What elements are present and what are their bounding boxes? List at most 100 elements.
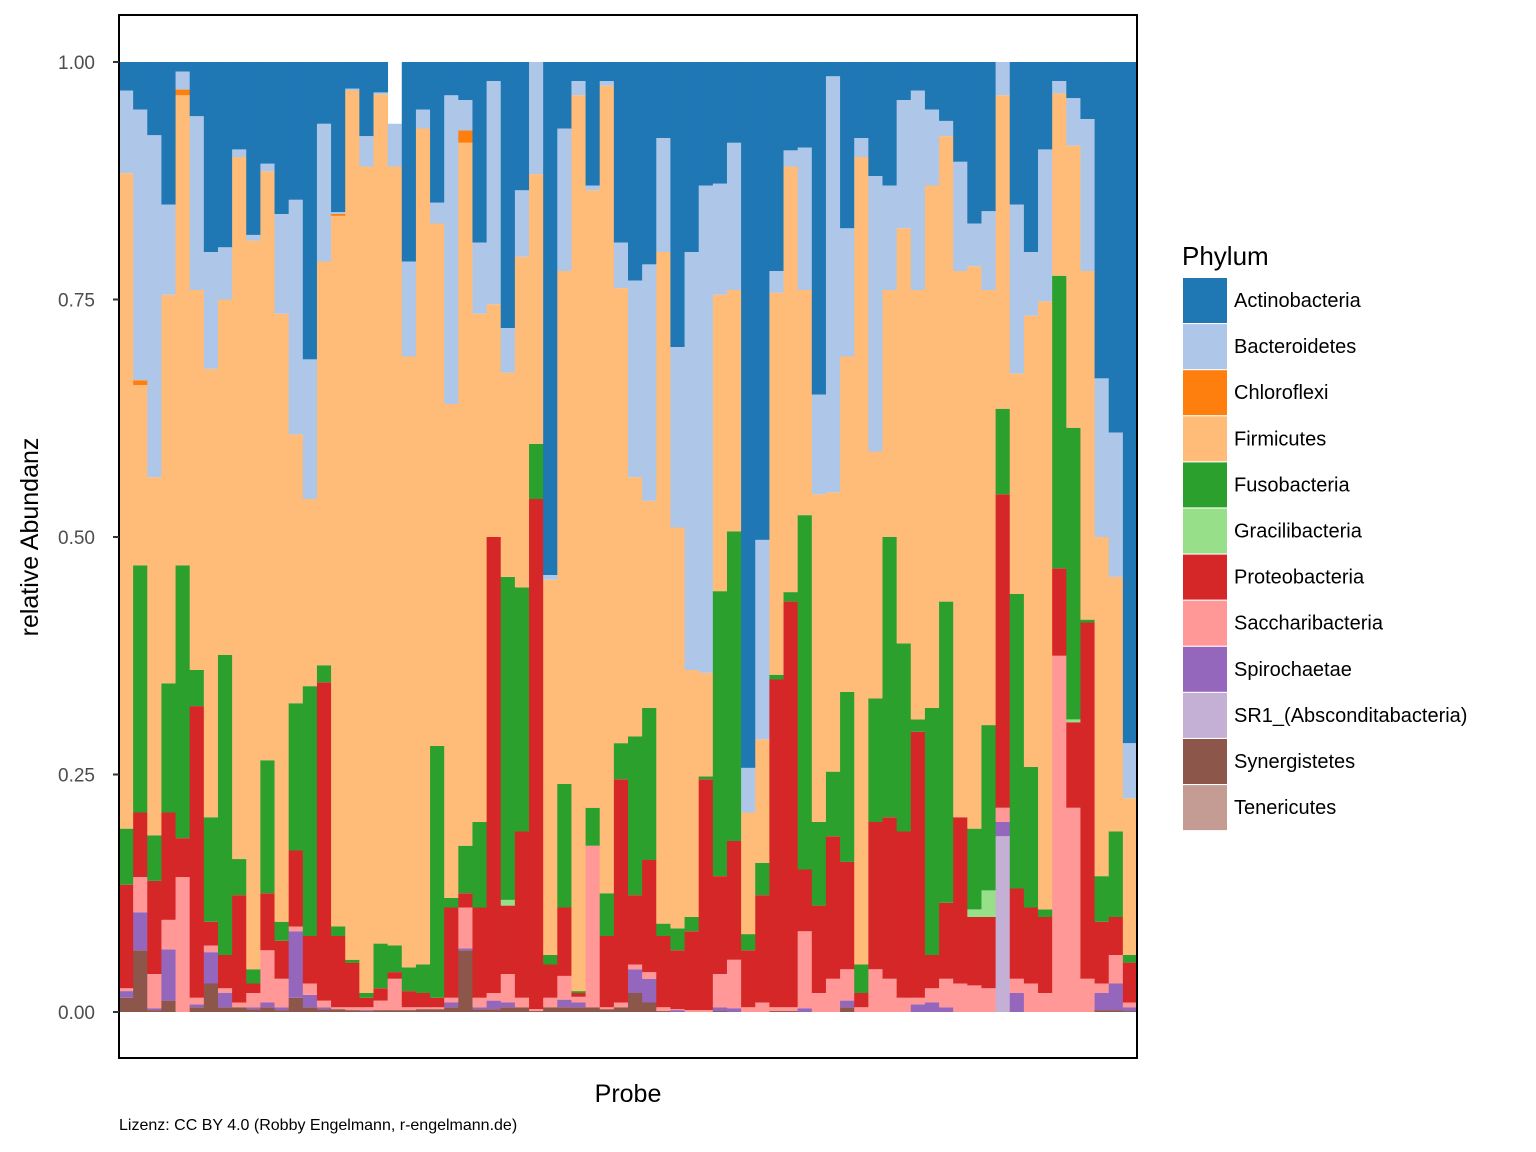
bar-segment-bacteroidetes bbox=[387, 123, 403, 167]
bar-segment-gracilibacteria bbox=[500, 899, 516, 906]
bar-segment-actinobacteria bbox=[1023, 62, 1039, 252]
bar-segment-fusobacteria bbox=[1066, 427, 1081, 720]
bar-segment-proteobacteria bbox=[924, 955, 940, 989]
bar-segment-bacteroidetes bbox=[119, 90, 134, 174]
bar-segment-bacteroidetes bbox=[133, 109, 148, 381]
bar-segment-proteobacteria bbox=[415, 993, 431, 1008]
bar-segment-actinobacteria bbox=[1038, 62, 1053, 150]
bar-segment-synergistetes bbox=[783, 1011, 799, 1012]
bar-segment-fusobacteria bbox=[684, 917, 700, 932]
bar-segment-bacteroidetes bbox=[910, 90, 926, 290]
bar-segment-actinobacteria bbox=[302, 62, 318, 360]
bar-segment-proteobacteria bbox=[387, 972, 403, 979]
bar-segment-saccharibacteria bbox=[642, 972, 657, 979]
bar-segment-bacteroidetes bbox=[599, 81, 615, 86]
bar-segment-chloroflexi bbox=[133, 380, 148, 385]
bar-segment-actinobacteria bbox=[401, 62, 417, 262]
bar-segment-saccharibacteria bbox=[613, 1002, 629, 1008]
legend-key-bacteroidetes bbox=[1183, 324, 1227, 370]
bar-segment-spirochaetae bbox=[670, 1010, 685, 1012]
bar-segment-saccharibacteria bbox=[1023, 983, 1039, 1012]
bar-segment-proteobacteria bbox=[769, 679, 784, 1008]
bar-segment-bacteroidetes bbox=[642, 264, 657, 501]
bar-segment-bacteroidetes bbox=[981, 211, 997, 290]
bar-segment-fusobacteria bbox=[797, 515, 813, 870]
bar-segment-bacteroidetes bbox=[1108, 432, 1124, 577]
bar-segment-bacteroidetes bbox=[585, 185, 601, 191]
bar-segment-saccharibacteria bbox=[755, 1002, 770, 1012]
bar-segment-fusobacteria bbox=[415, 964, 431, 993]
bar-segment-spirochaetae bbox=[924, 1002, 940, 1012]
bar-segment-proteobacteria bbox=[274, 940, 290, 979]
bar-segment-saccharibacteria bbox=[670, 1009, 685, 1011]
bar-segment-spirochaetae bbox=[486, 1000, 502, 1010]
bar-segment-fusobacteria bbox=[811, 822, 827, 906]
bar-segment-saccharibacteria bbox=[684, 1010, 700, 1012]
bar-segment-saccharibacteria bbox=[415, 1007, 431, 1010]
bar-segment-actinobacteria bbox=[246, 62, 261, 235]
bar-segment-saccharibacteria bbox=[1108, 955, 1124, 984]
bar-segment-saccharibacteria bbox=[1009, 978, 1025, 993]
bar-segment-fusobacteria bbox=[1122, 955, 1138, 963]
bar-segment-synergistetes bbox=[599, 1009, 615, 1012]
bar-segment-firmicutes bbox=[981, 290, 997, 726]
bar-segment-actinobacteria bbox=[232, 62, 247, 150]
bar-segment-firmicutes bbox=[684, 670, 700, 917]
bar-segment-firmicutes bbox=[726, 290, 742, 532]
bar-segment-firmicutes bbox=[514, 256, 530, 588]
legend-key-saccharibacteria bbox=[1183, 600, 1227, 646]
bar-segment-fusobacteria bbox=[401, 967, 417, 992]
bar-segment-actinobacteria bbox=[953, 62, 968, 162]
bar-segment-saccharibacteria bbox=[430, 1007, 445, 1010]
bar-segment-bacteroidetes bbox=[401, 261, 417, 357]
bar-segment-actinobacteria bbox=[981, 62, 997, 212]
bar-segment-fusobacteria bbox=[769, 674, 784, 680]
bar-segment-spirochaetae bbox=[302, 994, 318, 1008]
bar-segment-synergistetes bbox=[147, 1010, 162, 1012]
bar-segment-bacteroidetes bbox=[726, 142, 742, 290]
bar-segment-proteobacteria bbox=[430, 997, 445, 1008]
bar-segment-saccharibacteria bbox=[316, 1000, 332, 1008]
bar-segment-proteobacteria bbox=[316, 682, 332, 1001]
bar-segment-fusobacteria bbox=[741, 934, 756, 951]
bar-segment-bacteroidetes bbox=[613, 242, 629, 289]
bar-segment-saccharibacteria bbox=[401, 1007, 417, 1011]
bar-segment-firmicutes bbox=[529, 174, 544, 444]
bar-segment-spirochaetae bbox=[840, 1000, 855, 1008]
bar-segment-fusobacteria bbox=[967, 828, 982, 910]
bar-segment-actinobacteria bbox=[316, 62, 332, 124]
bar-segment-fusobacteria bbox=[288, 703, 304, 851]
bar-segment-spirochaetae bbox=[217, 993, 233, 1008]
bar-segment-actinobacteria bbox=[755, 62, 770, 540]
bar-segment-synergistetes bbox=[444, 1007, 459, 1012]
bar-segment-synergistetes bbox=[1122, 1011, 1138, 1012]
bar-segment-spirochaetae bbox=[203, 952, 219, 984]
bar-segment-firmicutes bbox=[288, 434, 304, 704]
bar-segment-bacteroidetes bbox=[529, 62, 544, 175]
bar-segment-firmicutes bbox=[189, 290, 205, 670]
bar-segment-bacteroidetes bbox=[147, 135, 162, 478]
bar-segment-actinobacteria bbox=[175, 62, 191, 72]
bar-segment-proteobacteria bbox=[613, 779, 629, 1003]
bar-segment-firmicutes bbox=[232, 157, 247, 860]
bar-segment-fusobacteria bbox=[1080, 619, 1095, 623]
bar-segment-firmicutes bbox=[1052, 93, 1067, 276]
bar-segment-actinobacteria bbox=[1009, 62, 1025, 205]
bar-segment-saccharibacteria bbox=[189, 997, 205, 1005]
y-tick-label: 0.00 bbox=[58, 1003, 95, 1024]
bar-segment-firmicutes bbox=[868, 451, 883, 699]
bar-segment-proteobacteria bbox=[500, 905, 516, 974]
bar-segment-fusobacteria bbox=[302, 686, 318, 936]
bar-segment-proteobacteria bbox=[1023, 907, 1039, 984]
legend-label: Proteobacteria bbox=[1234, 567, 1365, 589]
bar-segment-synergistetes bbox=[359, 1011, 374, 1012]
bar-segment-actinobacteria bbox=[1094, 62, 1110, 379]
bar-segment-synergistetes bbox=[119, 997, 134, 1012]
bar-segment-spirochaetae bbox=[1122, 1007, 1138, 1012]
bar-segment-bacteroidetes bbox=[373, 92, 389, 95]
bar-segment-saccharibacteria bbox=[373, 1000, 389, 1011]
bar-segment-fusobacteria bbox=[571, 991, 586, 993]
bar-segment-bacteroidetes bbox=[288, 199, 304, 435]
bar-segment-actinobacteria bbox=[868, 62, 883, 176]
bar-segment-synergistetes bbox=[161, 1000, 176, 1012]
